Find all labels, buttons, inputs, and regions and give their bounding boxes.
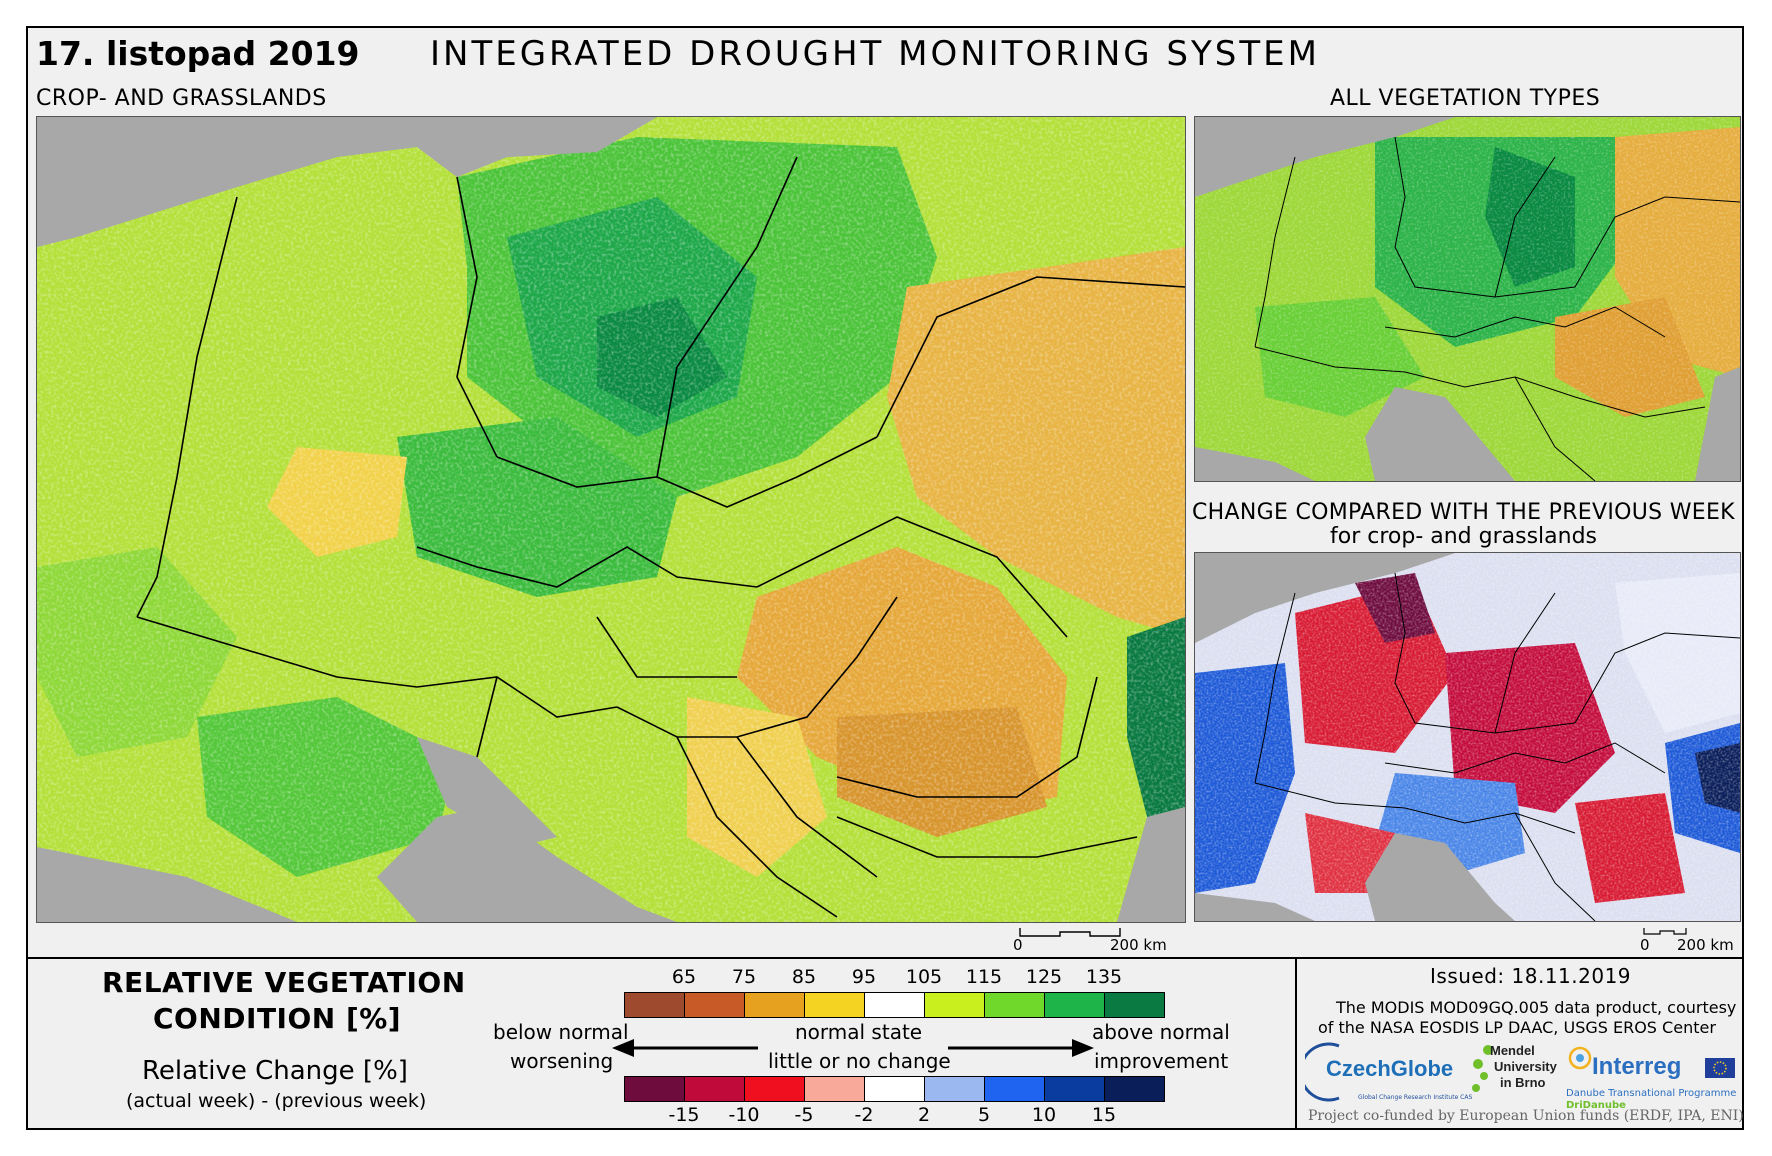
condition-swatch: [1105, 993, 1164, 1017]
adriatic-sea: [377, 807, 677, 922]
change-swatch: [625, 1077, 685, 1101]
legend-title: RELATIVE VEGETATION: [102, 966, 466, 999]
interreg-logo-text: Interreg: [1592, 1053, 1682, 1080]
allveg-map-label: ALL VEGETATION TYPES: [1330, 86, 1601, 111]
eu-flag-icon: [1705, 1058, 1735, 1078]
change-tick-label: 15: [1091, 1104, 1117, 1126]
change-swatch: [985, 1077, 1045, 1101]
condition-color-scale: [624, 992, 1165, 1018]
allveg-vegetation-map[interactable]: [1194, 116, 1741, 482]
change-map-canvas: [1195, 553, 1740, 921]
country-borders: [136, 156, 1185, 918]
condition-swatch: [985, 993, 1045, 1017]
data-courtesy-line2: of the NASA EOSDIS LP DAAC, USGS EROS Ce…: [1318, 1018, 1716, 1037]
change-color-scale: [624, 1076, 1165, 1102]
condition-swatch: [925, 993, 985, 1017]
below-normal-label: below normal: [493, 1020, 629, 1044]
change-tick-label: -5: [794, 1104, 814, 1126]
main-map-canvas: [37, 117, 1185, 922]
condition-tick-label: 105: [905, 966, 943, 988]
condition-swatch: [745, 993, 805, 1017]
data-courtesy-line1: The MODIS MOD09GQ.005 data product, cour…: [1336, 998, 1737, 1017]
mendel-university-logo[interactable]: [1468, 1042, 1500, 1096]
condition-tick-label: 115: [965, 966, 1003, 988]
change-tick-label: 5: [977, 1104, 991, 1126]
change-borders: [1254, 572, 1740, 921]
condition-tick-label: 95: [851, 966, 877, 988]
main-vegetation-map[interactable]: [36, 116, 1186, 923]
small-scale-bar: [1643, 928, 1687, 935]
interreg-programme-text: Danube Transnational Programme: [1566, 1088, 1737, 1099]
left-arrow-icon: [612, 1039, 758, 1057]
czechglobe-logo-text: CzechGlobe: [1326, 1056, 1454, 1081]
issued-date: Issued: 18.11.2019: [1430, 964, 1632, 988]
change-vegetation-map[interactable]: [1194, 552, 1741, 922]
report-date: 17. listopad 2019: [36, 34, 360, 73]
change-map-sublabel: for crop- and grasslands: [1330, 524, 1598, 549]
change-tick-label: 2: [917, 1104, 931, 1126]
legend-separator: [26, 957, 1744, 959]
change-tick-label: -10: [728, 1104, 760, 1126]
czechglobe-logo-subtext: Global Change Research Institute CAS: [1358, 1094, 1473, 1101]
north-baltic-sea: [37, 117, 657, 247]
change-swatch: [685, 1077, 745, 1101]
change-map-label: CHANGE COMPARED WITH THE PREVIOUS WEEK: [1192, 500, 1735, 525]
mendel-logo-line3: in Brno: [1500, 1075, 1546, 1090]
change-swatch: [805, 1077, 865, 1101]
improvement-label: improvement: [1094, 1049, 1229, 1073]
change-swatch: [865, 1077, 925, 1101]
change-swatch: [1045, 1077, 1105, 1101]
cofund-note: Project co-funded by European Union fund…: [1308, 1108, 1744, 1124]
main-scale-bar: [1019, 928, 1121, 937]
page-title: INTEGRATED DROUGHT MONITORING SYSTEM: [430, 34, 1320, 74]
change-swatch: [925, 1077, 985, 1101]
condition-swatch: [625, 993, 685, 1017]
condition-tick-label: 65: [671, 966, 697, 988]
mendel-logo-line2: University: [1494, 1059, 1557, 1074]
main-scale-km: 200 km: [1110, 936, 1167, 954]
interreg-swirl-icon: [1568, 1046, 1592, 1070]
condition-swatch: [685, 993, 745, 1017]
condition-tick-label: 75: [731, 966, 757, 988]
condition-swatch: [1045, 993, 1105, 1017]
main-map-label: CROP- AND GRASSLANDS: [36, 86, 327, 111]
condition-tick-labels: 65 75 85 95 105 115 125 135: [624, 966, 1154, 990]
normal-state-label: normal state: [795, 1020, 923, 1044]
main-scale-zero: 0: [1013, 936, 1023, 954]
condition-tick-label: 135: [1085, 966, 1123, 988]
condition-tick-label: 125: [1025, 966, 1063, 988]
pixel-noise-overlay: [37, 117, 1185, 922]
allveg-borders: [1254, 136, 1740, 481]
mendel-logo-line1: Mendel: [1490, 1043, 1535, 1058]
change-tick-label: -15: [668, 1104, 700, 1126]
allveg-map-canvas: [1195, 117, 1740, 481]
credits-separator: [1295, 958, 1297, 1130]
legend-title-unit: CONDITION [%]: [153, 1002, 402, 1035]
condition-swatch: [865, 993, 925, 1017]
condition-tick-label: 85: [791, 966, 817, 988]
legend-subtitle: Relative Change [%]: [142, 1056, 408, 1086]
change-tick-labels: -15 -10 -5 -2 2 5 10 15: [624, 1104, 1154, 1128]
change-tick-label: 10: [1031, 1104, 1057, 1126]
dridanube-text: DriDanube: [1566, 1100, 1626, 1111]
above-normal-label: above normal: [1092, 1020, 1230, 1044]
change-swatch: [1105, 1077, 1164, 1101]
czechglobe-logo[interactable]: [1305, 1040, 1477, 1104]
worsening-label: worsening: [510, 1049, 614, 1073]
legend-subtitle-formula: (actual week) - (previous week): [126, 1090, 427, 1112]
right-arrow-icon: [948, 1039, 1094, 1057]
black-sea: [1117, 807, 1185, 922]
small-scale-zero: 0: [1640, 936, 1650, 954]
adriatic-sea-north: [417, 737, 557, 847]
condition-swatch: [805, 993, 865, 1017]
change-swatch: [745, 1077, 805, 1101]
tyrrhenian-sea: [37, 847, 297, 922]
change-tick-label: -2: [854, 1104, 874, 1126]
little-change-label: little or no change: [768, 1049, 951, 1073]
small-scale-km: 200 km: [1677, 936, 1734, 954]
